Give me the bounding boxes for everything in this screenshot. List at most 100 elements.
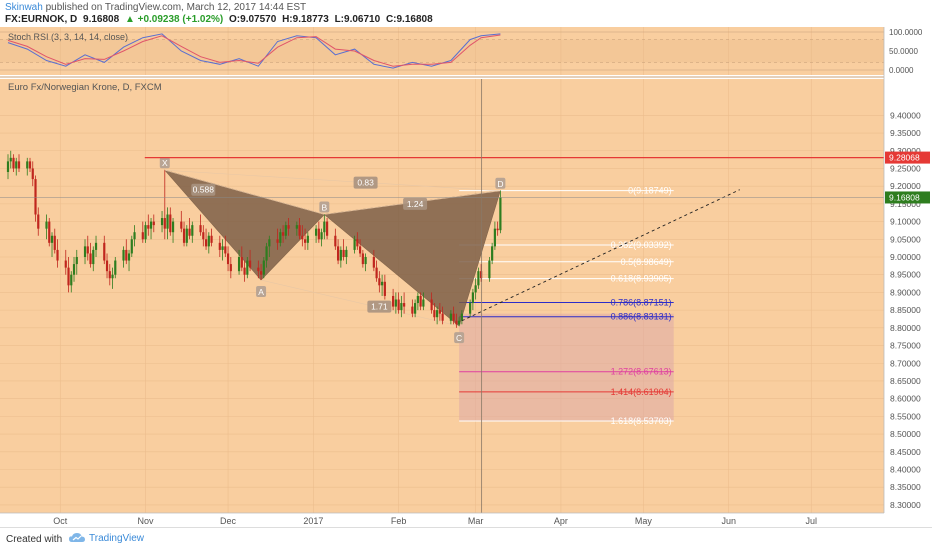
candle-body bbox=[237, 257, 241, 272]
candle-body bbox=[130, 239, 133, 254]
candle-body bbox=[488, 260, 491, 279]
candle-body bbox=[430, 299, 433, 311]
ratio-label: 1.24 bbox=[407, 199, 424, 209]
time-tick-label: May bbox=[635, 516, 653, 526]
candle-body bbox=[480, 271, 483, 279]
price-tick-label: 8.60000 bbox=[890, 394, 921, 404]
candle-body bbox=[394, 299, 397, 307]
candle-body bbox=[458, 320, 461, 325]
price-flag bbox=[885, 151, 930, 164]
candle-body bbox=[182, 228, 186, 243]
candle-body bbox=[240, 257, 243, 268]
candle-body bbox=[314, 228, 318, 236]
candle-body bbox=[284, 225, 287, 236]
candle-body bbox=[199, 225, 202, 233]
candle-body bbox=[246, 260, 249, 275]
candle-body bbox=[171, 221, 175, 233]
price-tick-label: 9.10000 bbox=[890, 217, 921, 227]
candle-body bbox=[114, 260, 117, 275]
stoch-d-line bbox=[7, 34, 501, 67]
time-tick-label: Feb bbox=[391, 516, 407, 526]
candle-body bbox=[499, 197, 502, 231]
low-value: L:9.06710 bbox=[334, 14, 381, 25]
candle-body bbox=[53, 235, 56, 250]
stoch-tick-label: 50.0000 bbox=[889, 47, 918, 56]
candle-body bbox=[259, 271, 263, 275]
candle-body bbox=[383, 281, 386, 296]
price-tick-label: 9.15000 bbox=[890, 199, 921, 209]
candle-body bbox=[477, 271, 480, 286]
candle-body bbox=[221, 246, 224, 250]
candle-body bbox=[202, 232, 205, 240]
price-tick-label: 8.30000 bbox=[890, 500, 921, 510]
candle-body bbox=[449, 313, 452, 321]
candle-body bbox=[34, 179, 37, 215]
candle-body bbox=[279, 232, 282, 243]
candle-body bbox=[287, 225, 290, 229]
time-tick-label: Oct bbox=[53, 516, 68, 526]
candle-body bbox=[31, 168, 34, 180]
tradingview-brand[interactable]: TradingView bbox=[68, 532, 144, 544]
price-tick-label: 9.05000 bbox=[890, 234, 921, 244]
fib-level-label: 1.414(8.61904) bbox=[611, 387, 672, 397]
ratio-badge bbox=[353, 176, 378, 189]
fib-level-label: 0.5(8.98649) bbox=[621, 257, 672, 267]
candle-body bbox=[436, 310, 439, 318]
candle-body bbox=[325, 221, 329, 236]
candle-body bbox=[375, 267, 378, 279]
fib-level-label: 0.786(8.87151) bbox=[611, 298, 672, 308]
candle-body bbox=[224, 246, 227, 254]
symbol-label[interactable]: FX:EURNOK, D bbox=[5, 14, 78, 25]
chart-footer: Created with TradingView bbox=[0, 527, 932, 551]
price-tick-label: 8.55000 bbox=[890, 411, 921, 421]
fib-level-label: 0(9.18749) bbox=[628, 186, 672, 196]
candle-body bbox=[50, 235, 54, 243]
candle-body bbox=[163, 218, 166, 229]
candle-body bbox=[276, 239, 279, 243]
candle-body bbox=[372, 257, 375, 268]
price-tick-label: 8.75000 bbox=[890, 341, 921, 351]
candle-body bbox=[262, 260, 265, 275]
price-flag bbox=[885, 191, 930, 204]
pattern-ac-line bbox=[261, 279, 460, 327]
candle-body bbox=[89, 253, 92, 265]
candle-body bbox=[17, 161, 21, 169]
chart-header: Skinwah published on TradingView.com, Ma… bbox=[0, 0, 932, 27]
candle-body bbox=[491, 246, 494, 261]
candle-body bbox=[306, 235, 309, 243]
pattern-point-badge bbox=[256, 286, 267, 298]
price-tick-label: 8.90000 bbox=[890, 287, 921, 297]
ratio-label: 0.588 bbox=[193, 185, 215, 195]
candle-body bbox=[152, 221, 155, 226]
ohlc-legend: FX:EURNOK, D 9.16808 ▲ +0.09238 (+1.02%)… bbox=[5, 14, 436, 25]
time-axis-bg bbox=[0, 513, 932, 527]
candle-body bbox=[441, 313, 444, 321]
created-with-text: Created with bbox=[6, 534, 63, 545]
candle-body bbox=[160, 218, 164, 226]
candle-body bbox=[471, 292, 474, 304]
candle-body bbox=[45, 221, 48, 229]
publish-info: Skinwah published on TradingView.com, Ma… bbox=[5, 2, 306, 13]
candle-body bbox=[433, 310, 436, 318]
candle-body bbox=[144, 225, 147, 240]
candle-body bbox=[6, 161, 10, 172]
candle-body bbox=[133, 232, 136, 240]
candle-body bbox=[105, 260, 109, 272]
candle-body bbox=[64, 260, 67, 268]
candle-body bbox=[188, 228, 191, 236]
candle-body bbox=[185, 228, 188, 243]
candle-body bbox=[125, 249, 128, 261]
candle-body bbox=[169, 214, 172, 233]
author-link[interactable]: Skinwah bbox=[5, 2, 43, 13]
time-tick-label: Mar bbox=[468, 516, 484, 526]
price-tick-label: 9.20000 bbox=[890, 181, 921, 191]
candle-body bbox=[210, 235, 213, 243]
price-chart[interactable]: Stoch RSI (3, 3, 14, 14, close) Euro Fx/… bbox=[0, 27, 932, 527]
candle-body bbox=[204, 239, 208, 247]
candle-body bbox=[265, 246, 268, 261]
candle-body bbox=[419, 295, 422, 307]
pattern-xd-line bbox=[164, 169, 501, 192]
candle-body bbox=[122, 249, 125, 261]
fib-zone bbox=[459, 313, 674, 421]
ratio-label: 0.83 bbox=[357, 178, 374, 188]
